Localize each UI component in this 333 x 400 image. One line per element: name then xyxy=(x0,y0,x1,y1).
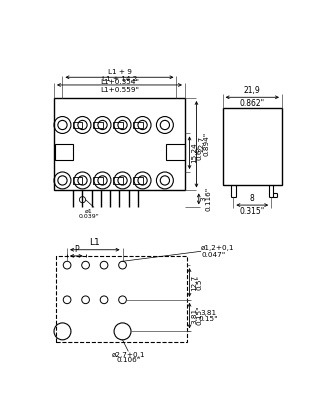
Text: 0.315": 0.315" xyxy=(240,207,265,216)
Text: 0.894": 0.894" xyxy=(203,132,209,156)
Text: 0.5": 0.5" xyxy=(196,275,202,290)
Text: 0.106": 0.106" xyxy=(116,357,141,363)
Text: 0.862": 0.862" xyxy=(240,99,265,108)
Bar xyxy=(166,144,185,160)
Text: L1 + 9: L1 + 9 xyxy=(108,68,132,74)
Text: 3,81: 3,81 xyxy=(191,308,197,324)
Text: ø2,7+0,1: ø2,7+0,1 xyxy=(112,352,145,358)
Text: L1+0.559": L1+0.559" xyxy=(100,87,139,93)
Text: 8: 8 xyxy=(250,194,255,203)
Text: 22,7: 22,7 xyxy=(198,136,204,152)
Text: ø1: ø1 xyxy=(85,209,93,214)
Bar xyxy=(73,177,83,184)
Bar xyxy=(113,177,123,184)
Bar xyxy=(56,256,187,342)
Text: 15,24: 15,24 xyxy=(191,142,197,163)
Text: 3: 3 xyxy=(200,197,206,201)
Text: L1+0.354": L1+0.354" xyxy=(100,79,139,85)
Bar xyxy=(93,122,103,128)
Text: 0.047": 0.047" xyxy=(201,252,225,258)
Bar xyxy=(133,122,143,128)
Text: 21,9: 21,9 xyxy=(244,86,261,95)
Text: 0.039": 0.039" xyxy=(78,214,99,218)
Text: 0.15": 0.15" xyxy=(199,316,218,322)
Text: P: P xyxy=(74,245,79,254)
Bar xyxy=(223,108,282,185)
Text: 0.6": 0.6" xyxy=(196,145,202,160)
Text: 0.15": 0.15" xyxy=(196,306,202,325)
Bar xyxy=(73,122,83,128)
Text: 0.116": 0.116" xyxy=(205,187,211,211)
Text: ø1,2+0,1: ø1,2+0,1 xyxy=(201,244,234,250)
Text: 3,81: 3,81 xyxy=(201,310,217,316)
Text: L1: L1 xyxy=(90,238,100,248)
Text: 12,7: 12,7 xyxy=(191,274,197,290)
Bar xyxy=(54,98,185,190)
Bar xyxy=(55,144,73,160)
Bar xyxy=(113,122,123,128)
Text: L1 + 14,2: L1 + 14,2 xyxy=(102,76,137,82)
Bar xyxy=(133,177,143,184)
Bar xyxy=(93,177,103,184)
